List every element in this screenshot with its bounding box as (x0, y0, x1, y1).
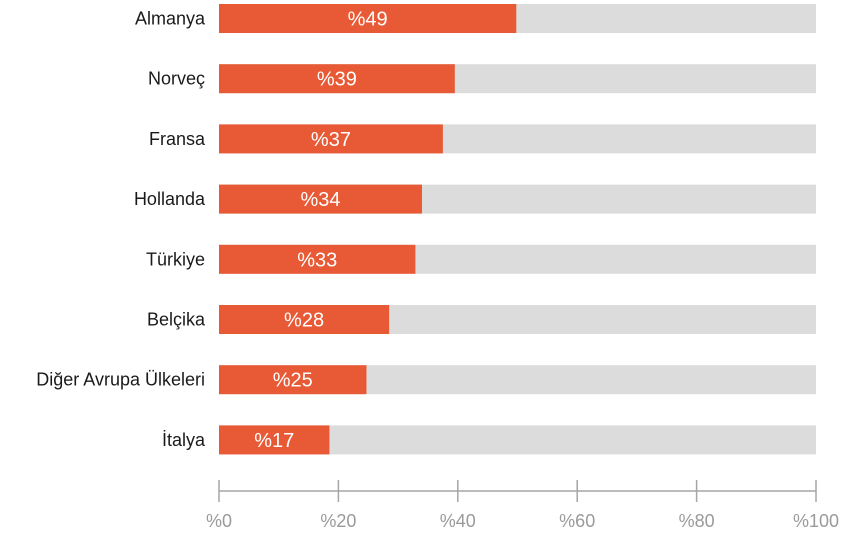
x-tick-label: %60 (559, 511, 595, 531)
bar (219, 305, 390, 334)
bar (219, 425, 330, 455)
bar (219, 184, 422, 214)
category-label: İtalya (162, 430, 206, 450)
category-label: Hollanda (134, 189, 206, 209)
category-label: Fransa (149, 129, 206, 149)
data-label: %39 (317, 69, 357, 91)
data-label: %34 (300, 189, 340, 211)
data-label: %17 (254, 430, 294, 452)
data-label: %25 (273, 370, 313, 392)
x-tick-label: %20 (320, 511, 356, 531)
x-tick-label: %0 (206, 511, 232, 531)
category-label: Norveç (148, 69, 205, 89)
bar (219, 4, 517, 33)
data-label: %37 (311, 129, 351, 151)
x-tick-label: %100 (793, 511, 839, 531)
data-label: %49 (348, 9, 388, 31)
data-label: %28 (284, 310, 324, 332)
category-label: Almanya (135, 9, 206, 29)
category-label: Türkiye (146, 249, 205, 269)
x-tick-label: %80 (679, 511, 715, 531)
bar (219, 365, 367, 395)
data-label: %33 (297, 249, 337, 271)
x-tick-label: %40 (440, 511, 476, 531)
category-label: Diğer Avrupa Ülkeleri (36, 370, 205, 390)
bar (219, 64, 455, 94)
category-label: Belçika (147, 310, 206, 330)
bar (219, 244, 416, 274)
bar (219, 124, 443, 154)
